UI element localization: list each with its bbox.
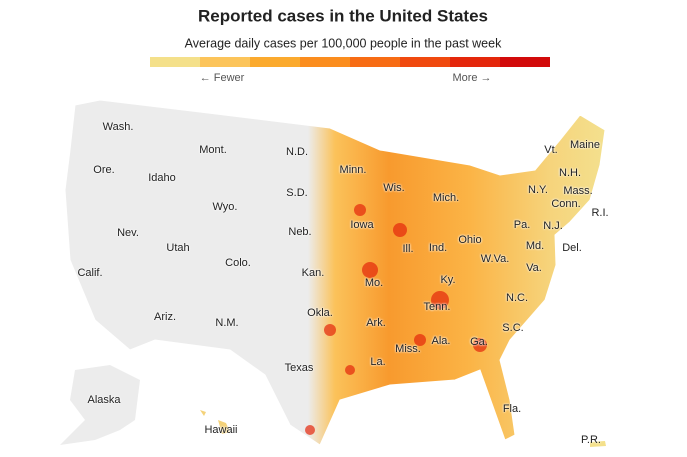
state-label: Fla.	[503, 403, 521, 415]
legend-swatch	[250, 57, 300, 67]
legend-swatch	[350, 57, 400, 67]
state-label: Hawaii	[204, 424, 237, 436]
state-label: Mo.	[365, 277, 383, 289]
state-label: Neb.	[288, 226, 311, 238]
legend	[150, 57, 550, 67]
state-label: S.D.	[286, 187, 307, 199]
state-label: Tenn.	[424, 301, 451, 313]
hotspots	[305, 204, 487, 435]
state-label: N.C.	[506, 292, 528, 304]
state-label: Ala.	[432, 335, 451, 347]
state-label: Utah	[166, 242, 189, 254]
state-label: Ariz.	[154, 311, 176, 323]
state-label: La.	[370, 356, 385, 368]
legend-swatch	[150, 57, 200, 67]
legend-high: More →	[452, 72, 491, 84]
state-label: Pa.	[514, 219, 531, 231]
state-label: Idaho	[148, 172, 176, 184]
state-label: R.I.	[591, 207, 608, 219]
legend-swatch	[500, 57, 550, 67]
legend-low: ← Fewer	[200, 72, 245, 84]
state-label: N.Y.	[528, 184, 548, 196]
legend-swatch	[400, 57, 450, 67]
hawaii	[200, 410, 230, 434]
state-label: Mich.	[433, 192, 459, 204]
state-label: Nev.	[117, 227, 139, 239]
state-label: Va.	[526, 262, 542, 274]
state-label: Alaska	[87, 394, 121, 406]
state-label: S.C.	[502, 322, 523, 334]
alaska	[60, 365, 140, 445]
state-label: P.R.	[581, 434, 601, 446]
state-label: Del.	[562, 242, 582, 254]
state-label: Mass.	[563, 185, 592, 197]
state-label: Ore.	[93, 164, 114, 176]
legend-swatch	[200, 57, 250, 67]
state-label: N.D.	[286, 146, 308, 158]
state-label: N.M.	[215, 317, 238, 329]
state-label: Maine	[570, 139, 600, 151]
puerto-rico	[590, 441, 606, 447]
state-label: N.H.	[559, 167, 581, 179]
state-label: Ark.	[366, 317, 386, 329]
state-label: Wis.	[383, 182, 404, 194]
state-label: Kan.	[302, 267, 325, 279]
state-label: Calif.	[77, 267, 102, 279]
title: Reported cases in the United States	[198, 6, 488, 25]
subtitle: Average daily cases per 100,000 people i…	[185, 36, 502, 50]
state-label: Minn.	[340, 164, 367, 176]
state-label: Colo.	[225, 257, 251, 269]
state-label: Wash.	[103, 121, 134, 133]
state-label: Ind.	[429, 242, 447, 254]
state-label: Ohio	[458, 234, 481, 246]
state-label: Vt.	[544, 144, 557, 156]
state-label: Okla.	[307, 307, 333, 319]
legend-swatch	[300, 57, 350, 67]
state-label: W.Va.	[481, 253, 510, 265]
state-label: Texas	[285, 362, 314, 374]
state-label: Conn.	[551, 198, 580, 210]
us-map	[64, 99, 606, 446]
state-label: Wyo.	[213, 201, 238, 213]
state-label: Iowa	[350, 219, 374, 231]
legend-swatch	[450, 57, 500, 67]
state-label: Ky.	[440, 274, 455, 286]
state-label: N.J.	[543, 220, 563, 232]
state-labels: Wash. Ore. Idaho Mont. Wyo. N.D. S.D. Minn. Wis.…	[77, 121, 608, 446]
state-label: Ga.	[470, 336, 488, 348]
state-label: Mont.	[199, 144, 227, 156]
state-label: Ill.	[403, 243, 414, 255]
state-label: Md.	[526, 240, 544, 252]
state-label: Miss.	[395, 343, 421, 355]
